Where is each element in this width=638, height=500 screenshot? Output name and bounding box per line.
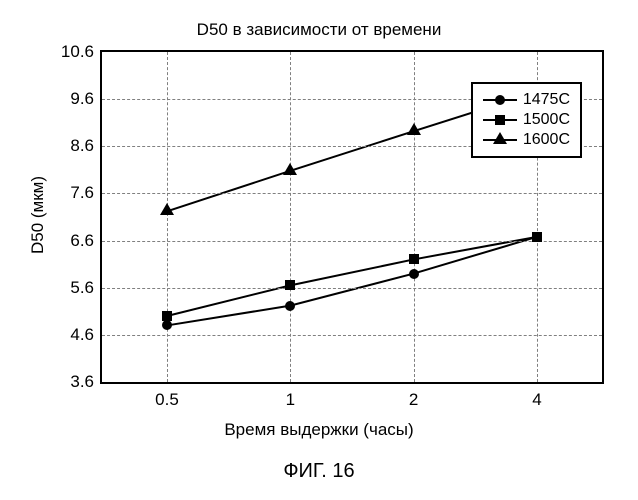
gridline-vertical [414, 52, 415, 382]
y-tick-label: 7.6 [70, 183, 102, 203]
x-tick-label: 1 [286, 382, 295, 410]
data-point-square-icon [409, 254, 419, 264]
gridline-vertical [290, 52, 291, 382]
figure-caption: ФИГ. 16 [0, 460, 638, 483]
legend: 1475C1500C1600C [471, 82, 582, 158]
gridline-horizontal [102, 241, 602, 242]
legend-line-icon [483, 119, 517, 121]
legend-marker-triangle-icon [493, 132, 507, 144]
legend-label: 1600C [523, 130, 570, 150]
data-point-circle-icon [162, 320, 172, 330]
data-point-square-icon [532, 232, 542, 242]
data-point-triangle-icon [160, 203, 174, 215]
legend-line-icon [483, 139, 517, 141]
x-tick-label: 2 [409, 382, 418, 410]
y-tick-label: 6.6 [70, 231, 102, 251]
figure: D50 в зависимости от времени 3.64.65.66.… [0, 0, 638, 500]
data-point-triangle-icon [283, 163, 297, 175]
legend-item: 1500C [483, 110, 570, 130]
chart-title: D50 в зависимости от времени [0, 20, 638, 40]
legend-marker-circle-icon [495, 95, 505, 105]
legend-marker-square-icon [495, 115, 505, 125]
legend-line-icon [483, 99, 517, 101]
y-axis-label: D50 (мкм) [28, 176, 48, 254]
data-point-circle-icon [409, 269, 419, 279]
data-point-square-icon [162, 311, 172, 321]
x-tick-label: 4 [532, 382, 541, 410]
y-tick-label: 3.6 [70, 372, 102, 392]
plot-area: 3.64.65.66.67.68.69.610.60.51241475C1500… [100, 50, 604, 384]
data-point-circle-icon [285, 301, 295, 311]
y-tick-label: 10.6 [61, 42, 102, 62]
gridline-vertical [167, 52, 168, 382]
legend-label: 1500C [523, 110, 570, 130]
y-tick-label: 4.6 [70, 325, 102, 345]
gridline-horizontal [102, 288, 602, 289]
series-line [167, 237, 537, 316]
x-tick-label: 0.5 [155, 382, 179, 410]
legend-item: 1475C [483, 90, 570, 110]
x-axis-label: Время выдержки (часы) [0, 420, 638, 440]
y-tick-label: 5.6 [70, 278, 102, 298]
legend-item: 1600C [483, 130, 570, 150]
y-tick-label: 9.6 [70, 89, 102, 109]
gridline-horizontal [102, 335, 602, 336]
data-point-triangle-icon [407, 123, 421, 135]
data-point-square-icon [285, 280, 295, 290]
y-tick-label: 8.6 [70, 136, 102, 156]
legend-label: 1475C [523, 90, 570, 110]
gridline-horizontal [102, 193, 602, 194]
series-line [167, 237, 537, 326]
